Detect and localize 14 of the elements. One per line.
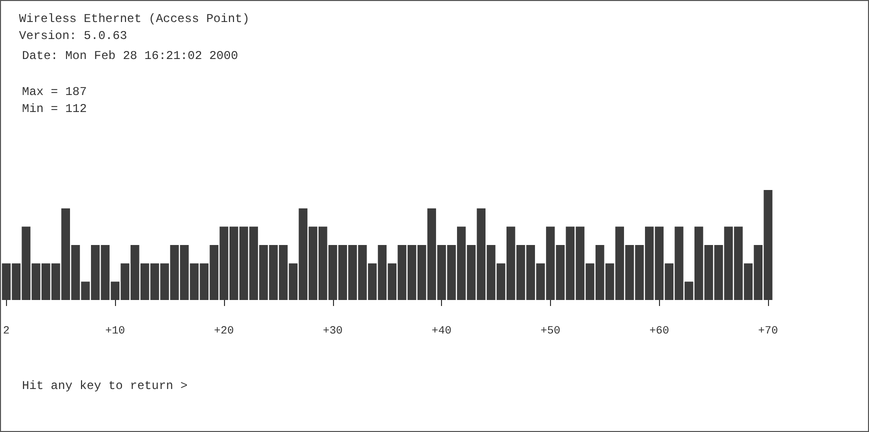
text: Date: Mon Feb 28 16:21:02 2000	[22, 49, 238, 63]
x-tick-label: +20	[214, 326, 234, 338]
x-tick-label: +70	[758, 326, 778, 338]
x-tick-label: +10	[105, 326, 126, 338]
x-tick-label: 2	[2, 326, 10, 338]
text: Min = 112	[22, 102, 87, 116]
x-tick-label: +60	[649, 326, 670, 338]
chart-title: Wireless Ethernet (Access Point)	[19, 12, 250, 26]
x-tick-label: +50	[540, 326, 560, 338]
x-tick-label: +40	[432, 326, 452, 338]
chart-subtitle: Version: 5.0.63	[19, 29, 128, 43]
text: Max = 187	[22, 85, 87, 99]
x-tick-label: +30	[322, 326, 343, 338]
text: Hit any key to return >	[22, 379, 188, 393]
